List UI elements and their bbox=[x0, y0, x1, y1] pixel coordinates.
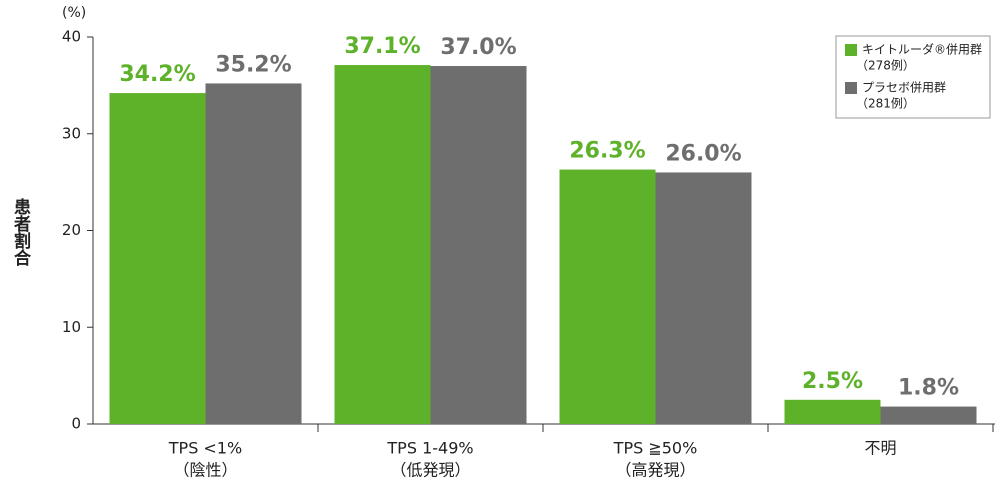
legend-swatch bbox=[845, 44, 857, 56]
bar bbox=[109, 93, 206, 425]
y-tick-label: 0 bbox=[71, 415, 81, 433]
legend-box bbox=[835, 35, 991, 119]
value-label: 35.2% bbox=[215, 52, 291, 77]
value-label: 2.5% bbox=[802, 369, 863, 394]
x-tick-label: TPS 1-49% bbox=[386, 439, 473, 458]
x-tick-label: （高発現） bbox=[615, 461, 695, 480]
legend-count: （281例） bbox=[856, 97, 915, 111]
value-label: 1.8% bbox=[898, 376, 959, 401]
legend-label: キイトルーダ®併用群 bbox=[862, 42, 982, 57]
x-tick-label: TPS <1% bbox=[168, 439, 242, 458]
bar bbox=[880, 406, 977, 424]
legend-label: プラセボ併用群 bbox=[862, 81, 946, 95]
bar bbox=[205, 83, 302, 424]
value-label: 37.1% bbox=[344, 34, 420, 59]
value-label: 26.0% bbox=[665, 141, 741, 166]
y-tick-label: 40 bbox=[62, 28, 81, 46]
value-label: 37.0% bbox=[440, 35, 516, 60]
value-label: 34.2% bbox=[119, 62, 195, 87]
bar bbox=[334, 65, 431, 425]
x-tick-label: 不明 bbox=[864, 439, 896, 458]
legend-swatch bbox=[845, 82, 857, 94]
x-tick-label: （低発現） bbox=[390, 461, 470, 480]
bar bbox=[559, 169, 656, 424]
y-tick-label: 20 bbox=[62, 221, 81, 239]
x-tick-label: （陰性） bbox=[173, 461, 237, 480]
bar bbox=[430, 66, 527, 425]
x-tick-label: TPS ≧50% bbox=[613, 439, 698, 458]
y-tick-label: 10 bbox=[62, 318, 81, 336]
value-label: 26.3% bbox=[569, 139, 645, 164]
y-tick-label: 30 bbox=[62, 124, 81, 142]
bar bbox=[655, 172, 752, 424]
bar bbox=[784, 399, 881, 424]
y-unit: (%) bbox=[62, 5, 86, 21]
legend-count: （278例） bbox=[856, 59, 915, 73]
y-axis-label: 患者割合 bbox=[10, 198, 32, 267]
